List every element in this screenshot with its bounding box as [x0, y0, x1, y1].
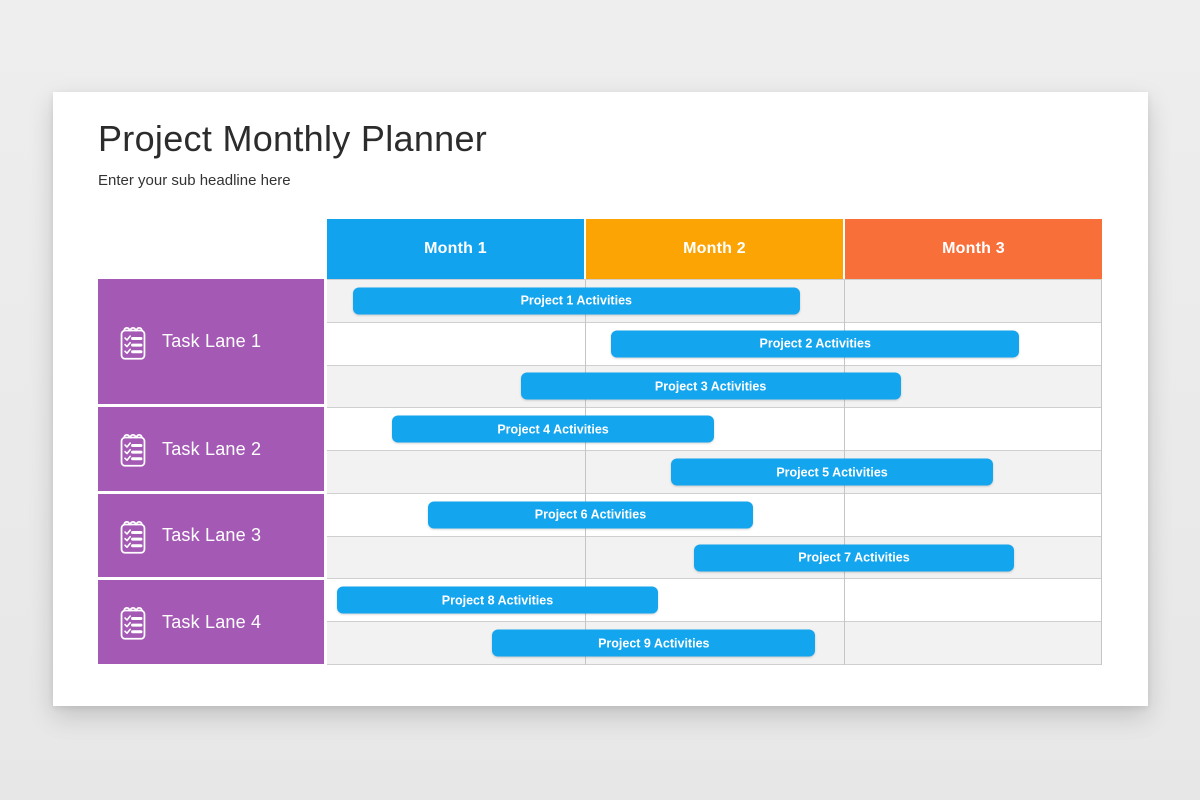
gantt-bar-project-1: Project 1 Activities	[352, 287, 800, 315]
task-lane-label: Task Lane 3	[162, 525, 262, 546]
task-lane-4: Task Lane 4	[98, 580, 324, 665]
gantt-bar-project-5: Project 5 Activities	[670, 458, 994, 486]
checklist-notepad-icon	[118, 429, 148, 469]
page-title: Project Monthly Planner	[98, 118, 488, 159]
slide-card: Project Monthly Planner Enter your sub h…	[53, 92, 1148, 706]
task-lane-label: Task Lane 1	[162, 331, 262, 352]
month-header-1: Month 1	[327, 219, 584, 279]
gantt-bar-project-6: Project 6 Activities	[427, 501, 754, 529]
grid-vertical-line-month1-month2	[585, 280, 587, 665]
grid-row-8: Project 8 Activities	[327, 579, 1102, 623]
task-lane-label: Task Lane 2	[162, 438, 262, 459]
gantt-bar-project-9: Project 9 Activities	[492, 629, 816, 657]
grid-row-2: Project 2 Activities	[327, 322, 1102, 366]
gantt-bar-project-4: Project 4 Activities	[391, 415, 715, 443]
planner-grid: Project 1 Activities Project 2 Activities…	[327, 279, 1102, 666]
grid-row-5: Project 5 Activities	[327, 451, 1102, 494]
task-lane-label: Task Lane 4	[162, 611, 262, 632]
grid-row-9: Project 9 Activities	[327, 622, 1102, 666]
month-header-row: Month 1 Month 2 Month 3	[327, 219, 1102, 279]
checklist-notepad-icon	[118, 602, 148, 642]
checklist-notepad-icon	[118, 322, 148, 362]
grid-row-3: Project 3 Activities	[327, 365, 1102, 409]
month-header-2: Month 2	[586, 219, 843, 279]
page-subtitle: Enter your sub headline here	[98, 172, 291, 189]
checklist-notepad-icon	[118, 516, 148, 556]
grid-row-6: Project 6 Activities	[327, 493, 1102, 537]
task-lane-3: Task Lane 3	[98, 493, 324, 578]
task-lane-column: Task Lane 1 Task Lane 2 Task Lane 3 Task La…	[98, 279, 324, 665]
gantt-bar-project-7: Project 7 Activities	[693, 544, 1015, 572]
gantt-bar-project-2: Project 2 Activities	[611, 330, 1020, 358]
task-lane-1: Task Lane 1	[98, 279, 324, 405]
grid-row-4: Project 4 Activities	[327, 408, 1102, 452]
task-lane-2: Task Lane 2	[98, 407, 324, 491]
gantt-bar-project-3: Project 3 Activities	[520, 372, 901, 400]
grid-right-border-line	[1101, 280, 1102, 665]
grid-row-7: Project 7 Activities	[327, 536, 1102, 580]
month-header-3: Month 3	[845, 219, 1102, 279]
gantt-bar-project-8: Project 8 Activities	[337, 586, 658, 614]
grid-row-1: Project 1 Activities	[327, 280, 1102, 323]
